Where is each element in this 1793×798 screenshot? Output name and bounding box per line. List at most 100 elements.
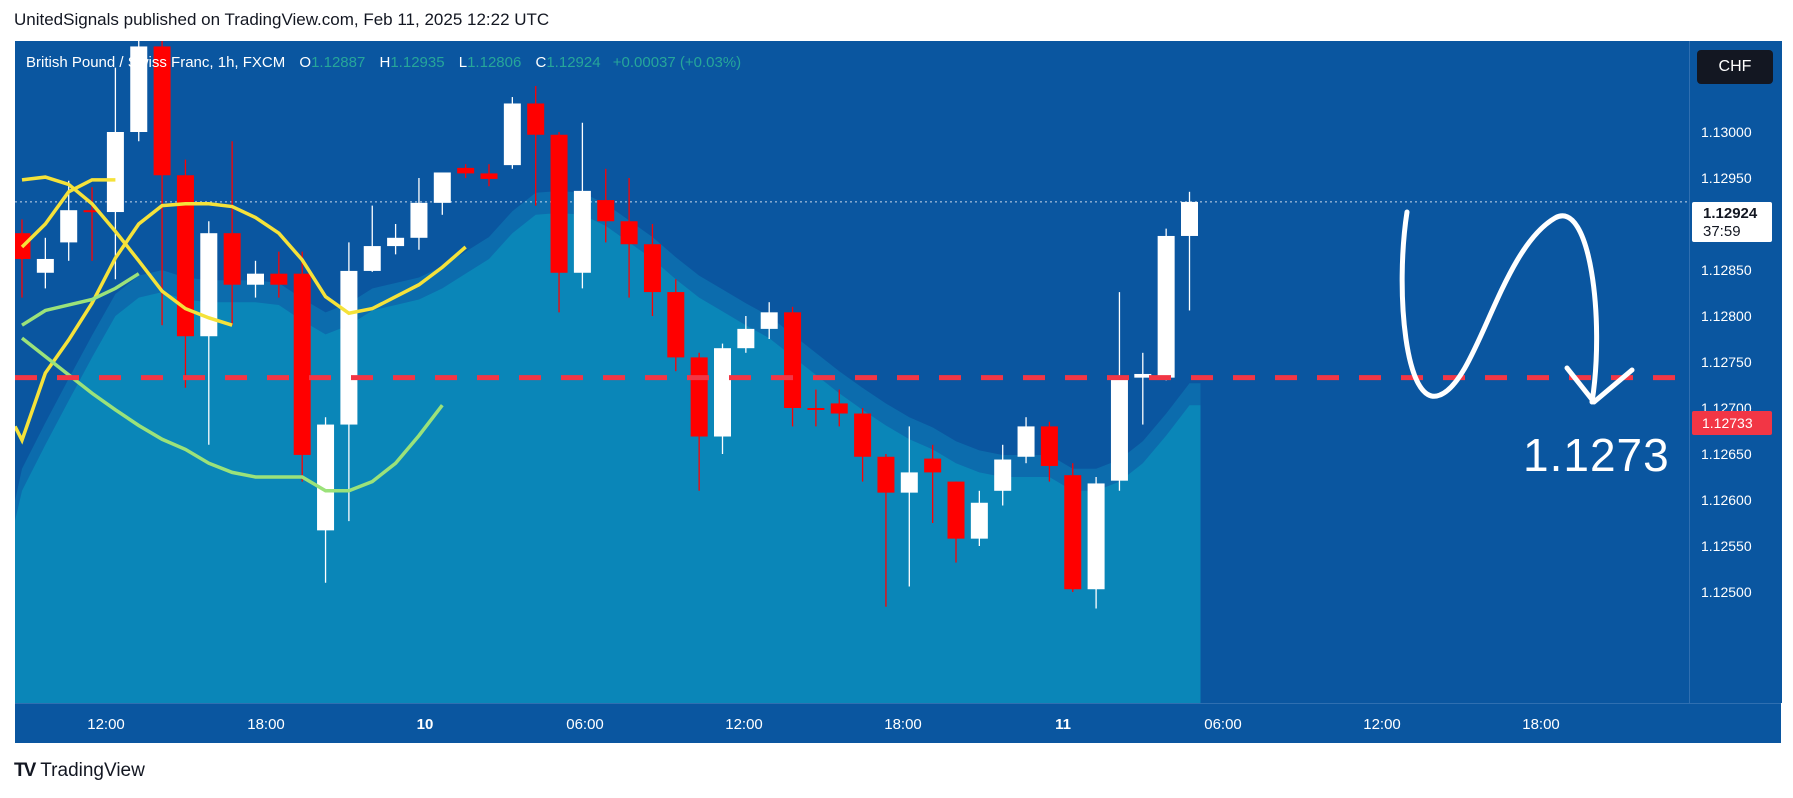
candle-body <box>550 134 568 273</box>
price-tick: 1.12950 <box>1701 170 1752 186</box>
price-tick: 1.12750 <box>1701 354 1752 370</box>
open-label: O <box>299 54 312 71</box>
candle-body <box>457 167 475 174</box>
candle-body <box>737 328 755 349</box>
candle-body <box>387 237 405 247</box>
candle-body <box>1181 201 1198 236</box>
candle-body <box>176 175 194 337</box>
candle-body <box>410 202 428 238</box>
price-tick: 1.12500 <box>1701 584 1752 600</box>
candle-body <box>573 190 591 273</box>
candle-body <box>1017 426 1035 457</box>
candle-body <box>970 502 988 539</box>
currency-button[interactable]: CHF <box>1697 50 1773 84</box>
price-tick: 1.12550 <box>1701 538 1752 554</box>
candle-body <box>1087 483 1105 590</box>
candle-body <box>293 273 311 455</box>
candle-body <box>924 458 942 473</box>
open-value: 1.12887 <box>311 54 366 71</box>
price-tick: 1.12650 <box>1701 446 1752 462</box>
close-value: 1.12924 <box>546 54 601 71</box>
level-price-tag: 1.12733 <box>1692 411 1772 435</box>
forecast-path <box>1399 209 1600 405</box>
candle-body <box>247 273 264 285</box>
target-price-annotation: 1.1273 <box>1523 429 1670 481</box>
plot-area <box>15 41 1689 703</box>
candle-body <box>83 210 101 213</box>
time-label: 12:00 <box>1363 716 1401 733</box>
candle-body <box>527 103 545 135</box>
candle-body <box>130 46 148 132</box>
candle-body <box>597 200 615 222</box>
tradingview-icon: TV <box>14 760 36 781</box>
candle-body <box>270 273 288 285</box>
candle-body <box>690 357 708 437</box>
time-label: 18:00 <box>1522 716 1560 733</box>
time-label: 12:00 <box>725 716 763 733</box>
last-price-tag: 1.12924 37:59 <box>1692 202 1772 242</box>
time-label: 06:00 <box>566 716 604 733</box>
arrow-head-icon <box>1564 365 1635 405</box>
candle-body <box>60 210 78 243</box>
published-line: UnitedSignals published on TradingView.c… <box>14 10 550 29</box>
candle-body <box>620 221 638 245</box>
time-label: 18:00 <box>884 716 922 733</box>
price-tick: 1.12850 <box>1701 262 1752 278</box>
symbol-legend[interactable]: British Pound / Swiss Franc, 1h, FXCM O1… <box>26 54 741 71</box>
high-label: H <box>379 54 391 71</box>
candle-body <box>433 172 451 203</box>
price-tick: 1.13000 <box>1701 124 1752 140</box>
time-label: 06:00 <box>1204 716 1242 733</box>
ma-yellow-line <box>15 202 467 445</box>
symbol-name: British Pound / Swiss Franc, 1h, FXCM <box>26 54 286 71</box>
candle-body <box>106 132 124 213</box>
candle-body <box>36 258 54 273</box>
candle-body <box>363 246 381 271</box>
candle-body <box>900 472 918 493</box>
candle-body <box>784 312 802 408</box>
candle-body <box>503 103 521 166</box>
countdown: 37:59 <box>1703 223 1741 240</box>
price-scale[interactable] <box>1689 41 1782 703</box>
candle-body <box>340 270 358 425</box>
price-tick: 1.12800 <box>1701 308 1752 324</box>
brand-name: TradingView <box>40 760 145 781</box>
candle-body <box>667 292 685 358</box>
candle-body <box>994 459 1012 491</box>
candle-body <box>760 312 778 329</box>
candle-body <box>223 233 241 285</box>
close-label: C <box>535 54 547 71</box>
candle-body <box>1134 373 1152 378</box>
low-value: 1.12806 <box>467 54 522 71</box>
candle-body <box>317 424 335 531</box>
ma-yellow-line <box>20 178 116 249</box>
area-fill <box>15 212 1201 703</box>
candle-body <box>830 403 848 414</box>
candle-body <box>714 348 731 437</box>
candle-body <box>854 413 872 457</box>
candle-body <box>1110 377 1128 481</box>
candle-body <box>153 46 171 176</box>
change-value: +0.00037 (+0.03%) <box>612 54 742 71</box>
candle-body <box>200 233 218 337</box>
price-tick: 1.12600 <box>1701 492 1752 508</box>
ma-yellow-line <box>21 175 233 327</box>
candle-body <box>807 408 825 410</box>
candle-body <box>643 244 661 293</box>
time-label: 18:00 <box>247 716 285 733</box>
candle-body <box>1064 475 1082 590</box>
candle-body <box>1040 426 1058 466</box>
time-axis[interactable]: 12:00 18:00 10 06:00 12:00 18:00 11 06:00 12:00 1… <box>15 703 1781 744</box>
candle-body <box>480 173 498 179</box>
time-label: 11 <box>1055 716 1071 733</box>
high-value: 1.12935 <box>390 54 445 71</box>
ma-green-line <box>20 336 444 493</box>
time-label: 12:00 <box>87 716 125 733</box>
ma-green-line <box>21 272 140 327</box>
time-label: 10 <box>416 716 434 733</box>
candle-body <box>1157 235 1175 378</box>
tradingview-logo[interactable]: TV TradingView <box>14 760 145 782</box>
last-price: 1.12924 <box>1703 205 1758 222</box>
candle-body <box>877 456 895 493</box>
